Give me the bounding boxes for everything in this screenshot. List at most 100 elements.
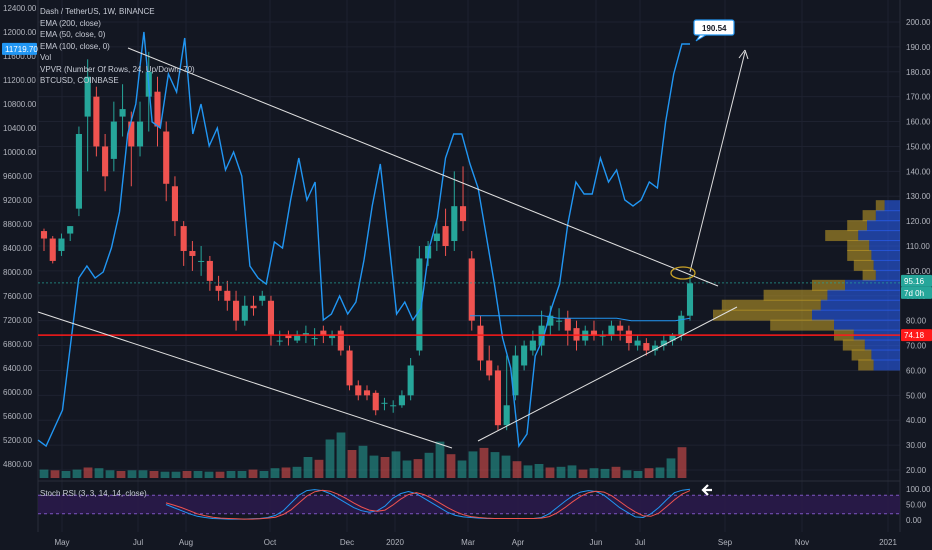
volume-bar	[149, 471, 159, 478]
candle-body	[512, 355, 519, 396]
volume-bar	[512, 461, 522, 478]
candle-body	[58, 238, 65, 251]
vpvr-down-bar	[721, 299, 821, 311]
candle-body	[189, 250, 196, 256]
candle-body	[250, 305, 257, 309]
time-tick-label: Jul	[133, 538, 143, 547]
vpvr-up-bar	[834, 319, 900, 331]
candle-body	[119, 109, 126, 117]
price-tick-label: 160.00	[906, 118, 931, 127]
volume-bar	[644, 468, 654, 478]
volume-bar	[182, 471, 192, 478]
candle-body	[276, 340, 283, 342]
price-tick-label: 40.00	[906, 416, 927, 425]
vpvr-up-bar	[858, 230, 900, 242]
candle-body	[84, 76, 91, 117]
vpvr-up-bar	[871, 249, 900, 261]
time-tick-label: Mar	[461, 538, 475, 547]
volume-bar	[556, 466, 566, 478]
vpvr-down-bar	[858, 359, 874, 371]
vpvr-down-bar	[862, 269, 876, 281]
level-lines	[38, 282, 900, 336]
candle-body	[372, 392, 379, 411]
candle-body	[521, 345, 528, 366]
candle-body	[529, 340, 536, 351]
time-tick-label: Nov	[795, 538, 809, 547]
stoch-tick-label: 100.00	[906, 485, 931, 494]
stoch-d-line	[165, 489, 691, 520]
vpvr-up-bar	[871, 349, 900, 361]
vpvr-up-bar	[864, 339, 900, 351]
volume-bar	[116, 471, 126, 478]
candle-body	[468, 258, 475, 321]
candle-body	[311, 338, 318, 340]
time-tick-label: Sep	[718, 538, 733, 547]
volume-bar	[226, 471, 236, 478]
volume-bar	[347, 450, 357, 478]
volume-bar	[501, 455, 511, 478]
candle-body	[643, 343, 650, 351]
candle-body	[267, 300, 275, 336]
price-badges: 11719.70 95.16 7d 0h 74.18 190.54	[2, 19, 932, 342]
candle-body	[232, 300, 240, 321]
callout-box	[693, 19, 735, 36]
candle-body	[93, 96, 100, 147]
candle-body	[198, 260, 205, 262]
candle-body	[617, 325, 624, 331]
ema-curve	[470, 315, 691, 322]
price-tick-label: 200.00	[906, 18, 931, 27]
dash-price-badge-text: 95.16	[904, 277, 925, 286]
lower-channel-line	[37, 311, 453, 449]
countdown-badge-text: 7d 0h	[904, 289, 924, 298]
volume-bar	[424, 452, 434, 478]
vpvr-up-bar	[827, 289, 900, 301]
candle-body	[224, 290, 231, 301]
volume-bar	[435, 441, 445, 478]
volume-bar	[468, 451, 478, 478]
candle-body	[320, 330, 327, 336]
time-tick-label: Oct	[264, 538, 277, 547]
btc-tick-label: 9600.00	[3, 172, 32, 181]
volume-bar	[160, 471, 170, 478]
candle-body	[381, 402, 388, 404]
vpvr-up-bar	[873, 359, 900, 371]
volume-bar	[600, 468, 610, 478]
candle-body	[154, 91, 161, 127]
volume-bar	[413, 459, 423, 478]
red-level-badge-box	[901, 329, 932, 342]
volume-bar	[248, 469, 258, 478]
volume-bar	[61, 471, 71, 478]
btc-tick-label: 8000.00	[3, 268, 32, 277]
volume-bar	[457, 460, 467, 478]
volume-bar	[369, 455, 379, 478]
candle-body	[49, 238, 56, 261]
btc-price-badge-box	[2, 42, 37, 55]
volume-bar	[611, 466, 621, 478]
price-tick-label: 140.00	[906, 167, 931, 176]
volume-bar	[567, 465, 577, 478]
candle-body	[40, 231, 48, 239]
btc-tick-label: 7200.00	[3, 316, 32, 325]
candle-body	[390, 405, 397, 407]
stoch-tick-label: 0.00	[906, 516, 922, 525]
volume-bars	[39, 432, 687, 478]
candle-body	[136, 121, 144, 147]
vpvr-down-bar	[763, 289, 828, 301]
candle-body	[67, 226, 74, 234]
candle-body	[599, 335, 606, 337]
red-level-badge-text: 74.18	[904, 331, 925, 340]
time-tick-label: Apr	[512, 538, 525, 547]
candle-body	[259, 295, 266, 301]
candle-body	[398, 395, 405, 406]
highlight-ellipse	[670, 266, 696, 280]
candle-body	[128, 121, 135, 147]
volume-bar	[633, 471, 643, 478]
grid	[37, 0, 901, 532]
price-tick-label: 180.00	[906, 68, 931, 77]
candle-body	[486, 360, 493, 376]
price-tick-label: 150.00	[906, 142, 931, 151]
volume-bar	[336, 432, 346, 478]
vpvr-up-bar	[845, 279, 900, 291]
